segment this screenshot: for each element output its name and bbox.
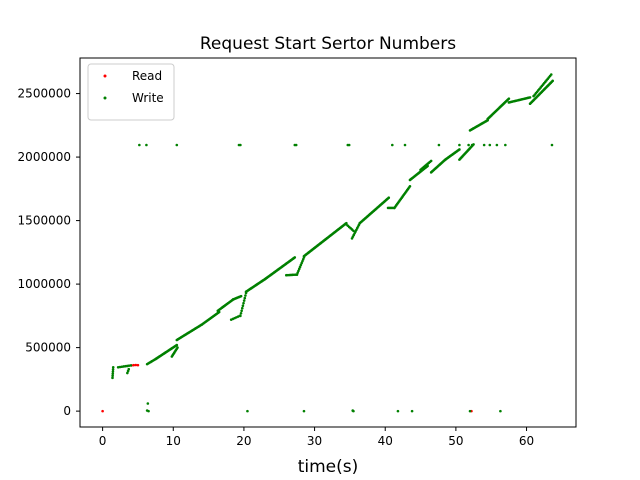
point-write — [467, 143, 470, 147]
point-write — [468, 409, 472, 413]
x-tick-label: 30 — [307, 434, 322, 448]
point-read — [132, 363, 135, 367]
x-tick-label: 20 — [236, 434, 251, 448]
point-write — [242, 299, 246, 302]
point-write — [145, 143, 148, 147]
point-write — [403, 143, 407, 147]
point-read — [134, 363, 138, 367]
point-write — [175, 343, 179, 347]
point-write — [391, 143, 394, 147]
point-write — [239, 312, 243, 315]
point-read — [101, 409, 104, 413]
point-write — [240, 306, 244, 310]
point-write — [239, 294, 243, 298]
point-write — [146, 402, 150, 405]
point-write — [504, 143, 507, 147]
axes: 0 10 20 30 40 50 60 0 500000 1000000 1500000 200000… — [18, 57, 577, 448]
point-write — [246, 409, 249, 413]
y-tick-label: 1000000 — [18, 277, 71, 291]
legend-label-read: Read — [132, 69, 162, 83]
point-write — [111, 376, 114, 380]
point-write — [111, 372, 115, 375]
y-tick-label: 1500000 — [18, 214, 71, 228]
x-tick-label: 10 — [166, 434, 181, 448]
x-tick-label: 60 — [519, 434, 534, 448]
point-write — [549, 73, 553, 76]
y-tick-label: 2500000 — [18, 87, 71, 101]
point-write — [127, 367, 131, 371]
point-write — [458, 143, 461, 147]
point-write — [138, 143, 141, 147]
point-write — [129, 364, 133, 367]
point-write — [550, 143, 554, 147]
point-write — [111, 368, 115, 371]
y-tick-label: 2000000 — [18, 150, 71, 164]
point-write — [351, 409, 355, 412]
legend-marker-write — [103, 96, 107, 100]
y-tick-label: 500000 — [25, 341, 71, 355]
point-write — [499, 409, 502, 413]
x-axis-label: time(s) — [298, 457, 359, 477]
point-write — [352, 229, 355, 233]
point-write — [111, 374, 114, 378]
legend-label-write: Write — [132, 91, 164, 105]
legend-marker-read — [103, 74, 107, 78]
point-write — [241, 304, 245, 307]
point-write — [175, 143, 179, 147]
point-write — [293, 256, 297, 259]
point-write — [387, 196, 391, 200]
point-write — [176, 346, 179, 349]
point-write — [528, 96, 532, 99]
plot-marks — [101, 73, 554, 413]
legend-box — [87, 63, 175, 121]
point-write — [488, 143, 492, 147]
point-read — [136, 363, 140, 367]
point-write — [302, 409, 306, 413]
x-tick-label: 0 — [99, 434, 107, 448]
point-write — [410, 409, 414, 413]
chart-title: Request Start Sertor Numbers — [200, 34, 456, 54]
plot-frame — [79, 57, 577, 428]
point-write — [495, 143, 499, 147]
point-write — [239, 314, 242, 318]
point-write — [551, 79, 554, 83]
point-write — [458, 148, 461, 151]
point-write — [244, 294, 247, 297]
point-write — [111, 370, 115, 373]
point-write — [482, 143, 486, 147]
point-write — [242, 301, 245, 305]
point-write — [429, 159, 433, 163]
point-write — [239, 143, 242, 147]
point-write — [408, 184, 412, 188]
legend: Read Write — [87, 63, 175, 121]
point-write — [347, 143, 351, 147]
point-write — [111, 366, 115, 369]
point-write — [396, 409, 400, 413]
point-write — [294, 143, 298, 147]
point-write — [240, 309, 243, 313]
point-write — [507, 97, 511, 100]
point-write — [243, 296, 247, 300]
point-write — [437, 143, 441, 147]
x-tick-label: 50 — [448, 434, 463, 448]
x-tick-label: 40 — [378, 434, 393, 448]
y-tick-label: 0 — [63, 404, 71, 418]
point-write — [145, 409, 149, 412]
point-write — [470, 143, 474, 147]
